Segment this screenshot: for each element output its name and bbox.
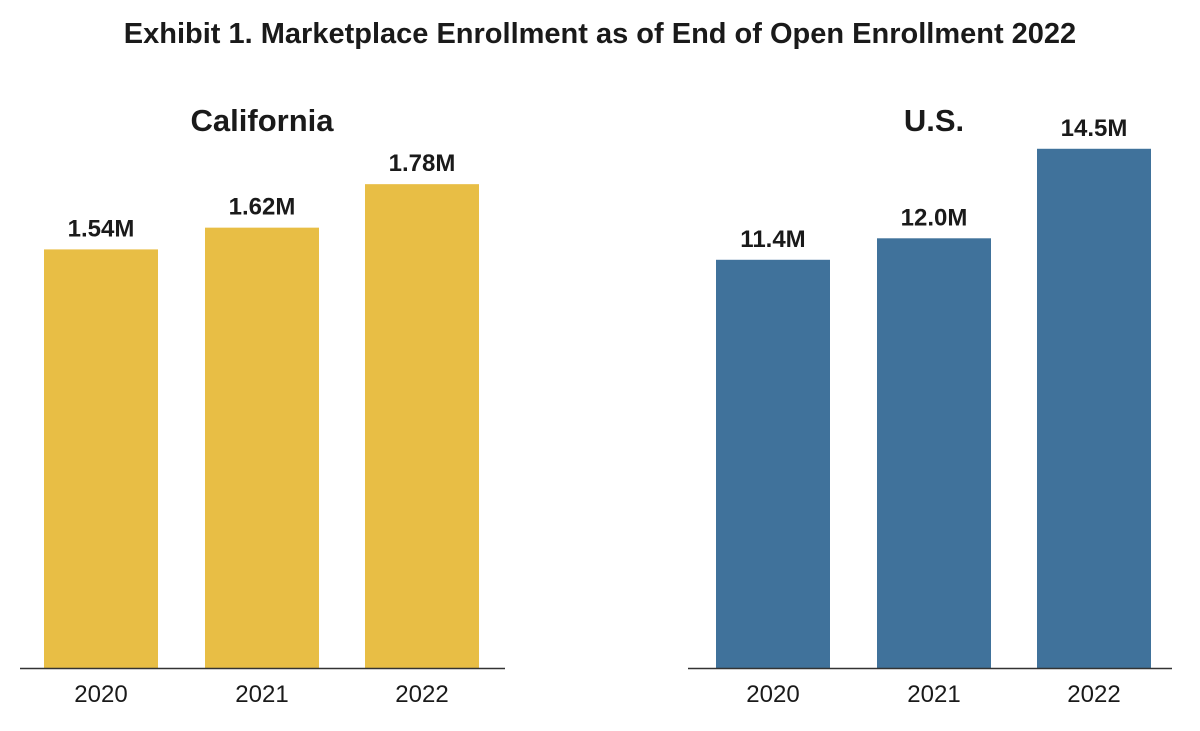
data-label-us-2020: 11.4M bbox=[740, 226, 805, 253]
bar-us-2021 bbox=[877, 238, 991, 668]
bars-california: 1.54M 1.62M 1.78M bbox=[44, 150, 479, 668]
chart-title-california: California bbox=[191, 103, 335, 138]
bar-us-2022 bbox=[1037, 148, 1151, 668]
x-ticks-california: 2020 2021 2022 bbox=[74, 681, 448, 708]
x-tick-label-california-2022: 2022 bbox=[395, 681, 448, 708]
data-label-us-2021: 12.0M bbox=[901, 204, 968, 231]
bar-california-2021 bbox=[205, 227, 319, 668]
chart-panel-california: California 1.54M 1.62M 1.78M 2020 2021 2022 bbox=[20, 103, 505, 708]
x-tick-label-us-2020: 2020 bbox=[746, 681, 799, 708]
data-label-california-2020: 1.54M bbox=[68, 215, 135, 242]
x-tick-label-us-2022: 2022 bbox=[1067, 681, 1120, 708]
data-label-california-2021: 1.62M bbox=[229, 194, 296, 221]
x-ticks-us: 2020 2021 2022 bbox=[746, 681, 1120, 708]
data-label-california-2022: 1.78M bbox=[389, 150, 456, 177]
x-tick-label-us-2021: 2021 bbox=[907, 681, 960, 708]
chart-panel-us: U.S. 11.4M 12.0M 14.5M 2020 2021 2022 bbox=[688, 103, 1172, 708]
x-tick-label-california-2021: 2021 bbox=[235, 681, 288, 708]
bar-california-2020 bbox=[44, 249, 158, 668]
data-label-us-2022: 14.5M bbox=[1061, 115, 1128, 142]
bar-california-2022 bbox=[365, 184, 479, 668]
bars-us: 11.4M 12.0M 14.5M bbox=[716, 115, 1151, 668]
chart-title-us: U.S. bbox=[904, 103, 964, 138]
bar-us-2020 bbox=[716, 259, 830, 668]
x-tick-label-california-2020: 2020 bbox=[74, 681, 127, 708]
exhibit-title: Exhibit 1. Marketplace Enrollment as of … bbox=[123, 18, 1077, 50]
